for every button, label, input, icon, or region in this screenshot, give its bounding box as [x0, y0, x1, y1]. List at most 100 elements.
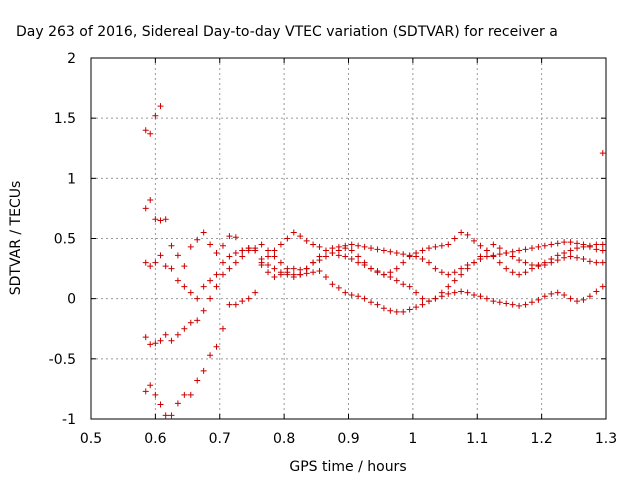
data-point-s4 [303, 265, 310, 272]
data-point-s1 [580, 296, 587, 303]
data-point-s2 [380, 247, 387, 254]
data-point-s4 [226, 253, 233, 260]
data-point-s4 [503, 265, 510, 272]
data-point-s3 [574, 254, 581, 261]
chart-title: Day 263 of 2016, Sidereal Day-to-day VTE… [16, 24, 558, 40]
data-point-s4 [400, 259, 407, 266]
data-point-s4 [483, 247, 490, 254]
data-point-s2 [393, 249, 400, 256]
data-point-s3 [245, 295, 252, 302]
x-tick-label: 1.3 [595, 431, 617, 447]
data-point-s3 [393, 277, 400, 284]
data-point-s4 [438, 242, 445, 249]
data-point-s4 [194, 295, 201, 302]
data-point-s3 [277, 241, 284, 248]
data-point-s2 [483, 253, 490, 260]
data-point-s1 [322, 274, 329, 281]
data-point-s4 [335, 247, 342, 254]
data-point-s3 [200, 367, 207, 374]
data-point-s1 [329, 281, 336, 288]
data-point-s1 [458, 288, 465, 295]
data-point-s4 [580, 243, 587, 250]
data-point-s1 [541, 293, 548, 300]
data-point-s2 [374, 246, 381, 253]
data-point-s3 [490, 241, 497, 248]
data-point-s1 [142, 259, 149, 266]
data-point-s1 [471, 292, 478, 299]
data-point-s2 [226, 265, 233, 272]
data-point-s3 [207, 352, 214, 359]
data-point-s3 [303, 237, 310, 244]
data-point-s1 [162, 263, 169, 270]
data-point-s3 [310, 241, 317, 248]
data-point-s2 [232, 259, 239, 266]
x-tick-label: 0.8 [273, 431, 295, 447]
data-point-s4 [252, 247, 259, 254]
y-tick-label: 1 [67, 171, 76, 187]
data-point-s3 [226, 301, 233, 308]
data-point-s1 [406, 306, 413, 313]
data-point-s4 [599, 241, 606, 248]
data-point-s1 [374, 301, 381, 308]
data-point-s1 [554, 289, 561, 296]
x-tick-label: 1 [408, 431, 417, 447]
data-point-s4 [207, 277, 214, 284]
data-point-s2 [355, 242, 362, 249]
data-point-s1 [528, 299, 535, 306]
data-point-s1 [490, 298, 497, 305]
data-point-s3 [503, 249, 510, 256]
x-axis-label: GPS time / hours [289, 459, 406, 475]
data-point-s3 [213, 343, 220, 350]
data-point-s1 [522, 301, 529, 308]
data-point-s4 [322, 253, 329, 260]
data-point-s3 [147, 382, 154, 389]
y-tick-label: 0 [67, 292, 76, 308]
data-point-s1 [219, 242, 226, 249]
data-point-s1 [310, 269, 317, 276]
data-point-s2 [438, 269, 445, 276]
data-point-s1 [316, 267, 323, 274]
data-point-s4 [464, 231, 471, 238]
data-point-s3 [400, 281, 407, 288]
y-tick-label: -0.5 [49, 352, 76, 368]
data-point-s4 [451, 235, 458, 242]
data-point-s3 [252, 289, 259, 296]
data-point-s1 [187, 243, 194, 250]
data-point-s4 [593, 241, 600, 248]
data-point-s1 [483, 295, 490, 302]
data-point-s4 [232, 249, 239, 256]
data-point-s3 [142, 388, 149, 395]
data-point-s2 [152, 340, 159, 347]
data-point-s1 [599, 283, 606, 290]
data-point-s1 [271, 274, 278, 281]
data-point-s1 [226, 233, 233, 240]
data-point-s4 [355, 253, 362, 260]
data-point-s1 [200, 229, 207, 236]
data-point-s1 [181, 263, 188, 270]
data-point-s2 [561, 239, 568, 246]
data-point-s4 [316, 257, 323, 264]
data-point-s5 [142, 127, 149, 134]
y-ticks: -1 -0.5 0 0.5 1 1.5 2 [49, 51, 606, 428]
data-point-s4 [425, 245, 432, 252]
data-point-s4 [290, 274, 297, 281]
data-point-s4 [239, 247, 246, 254]
data-point-s1 [168, 242, 175, 249]
data-point-s3 [471, 259, 478, 266]
data-point-s4 [445, 241, 452, 248]
data-point-s2 [419, 255, 426, 262]
data-point-s4 [200, 283, 207, 290]
data-point-s1 [342, 289, 349, 296]
data-point-s3 [355, 259, 362, 266]
grid [91, 58, 606, 419]
data-point-s4 [541, 259, 548, 266]
data-point-s4 [174, 277, 181, 284]
data-point-s4 [265, 261, 272, 268]
x-tick-label: 0.7 [209, 431, 231, 447]
data-point-s3 [451, 277, 458, 284]
data-point-s1 [207, 241, 214, 248]
data-point-s4 [567, 247, 574, 254]
data-point-s2 [458, 265, 465, 272]
data-point-s2 [535, 243, 542, 250]
data-point-s4 [535, 261, 542, 268]
